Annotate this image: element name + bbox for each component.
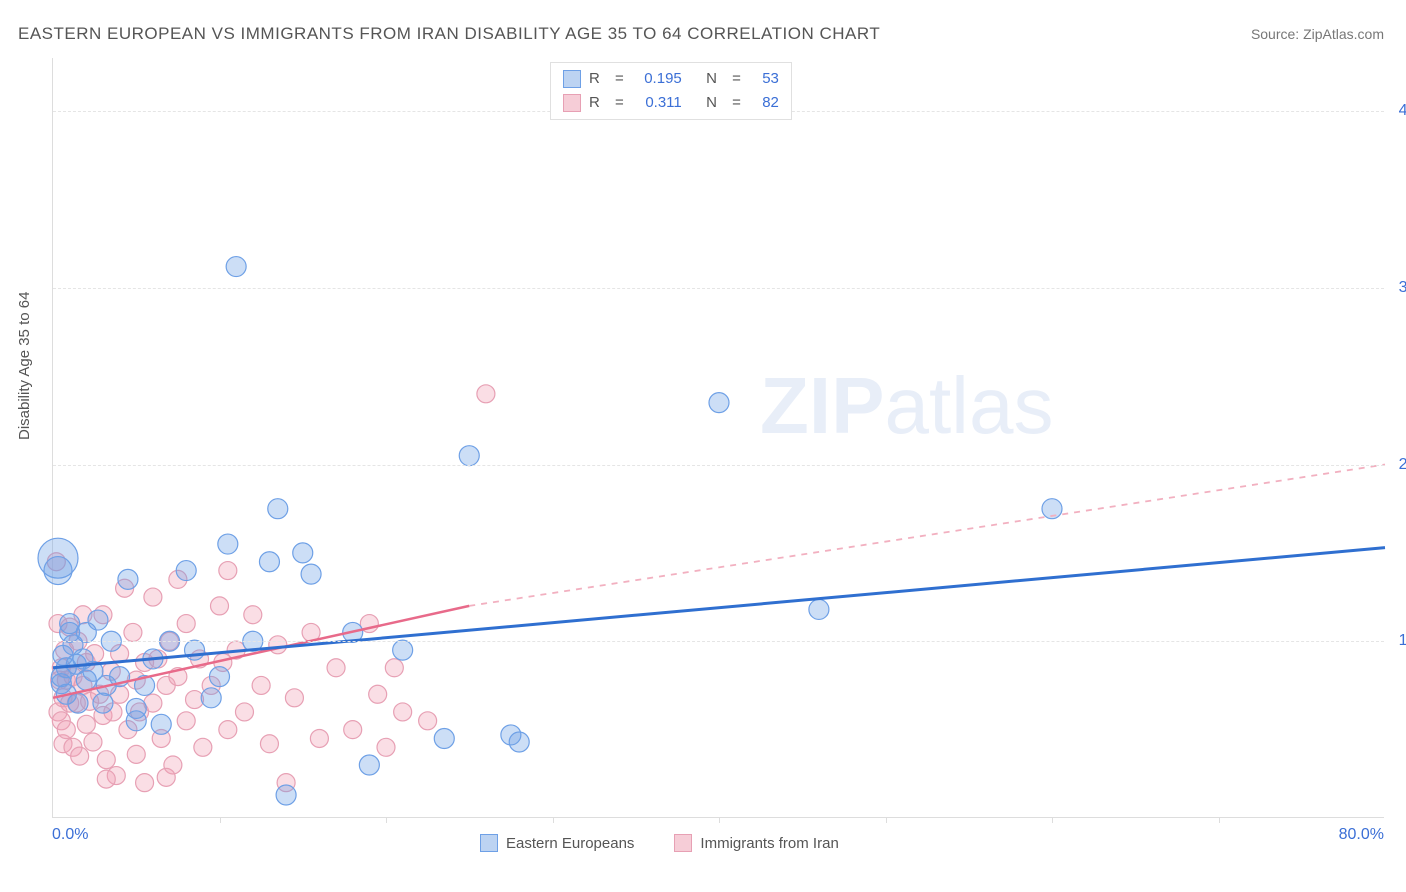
legend-item-eastern: Eastern Europeans xyxy=(480,834,634,852)
data-point xyxy=(477,385,495,403)
chart-title: EASTERN EUROPEAN VS IMMIGRANTS FROM IRAN… xyxy=(18,24,880,44)
legend-row-iran: R=0.311 N=82 xyxy=(563,91,779,115)
legend-item-iran: Immigrants from Iran xyxy=(674,834,838,852)
data-point xyxy=(393,640,413,660)
data-point xyxy=(97,751,115,769)
data-point xyxy=(327,659,345,677)
data-point xyxy=(177,712,195,730)
data-point xyxy=(509,732,529,752)
data-point xyxy=(144,588,162,606)
data-point xyxy=(285,689,303,707)
data-point xyxy=(259,552,279,572)
data-point xyxy=(419,712,437,730)
data-point xyxy=(68,693,88,713)
data-point xyxy=(194,738,212,756)
data-point xyxy=(310,729,328,747)
data-point xyxy=(359,755,379,775)
data-point xyxy=(157,768,175,786)
y-tick-label: 30.0% xyxy=(1399,279,1406,297)
y-tick-label: 40.0% xyxy=(1399,102,1406,120)
x-minor-tick xyxy=(886,817,887,823)
y-tick-label: 20.0% xyxy=(1399,456,1406,474)
gridline xyxy=(53,641,1384,642)
data-point xyxy=(226,257,246,277)
swatch-iran xyxy=(563,94,581,112)
data-point xyxy=(77,715,95,733)
trend-line xyxy=(469,465,1385,606)
x-minor-tick xyxy=(220,817,221,823)
data-point xyxy=(260,735,278,753)
data-point xyxy=(118,569,138,589)
x-axis-max: 80.0% xyxy=(1339,826,1384,844)
data-point xyxy=(151,714,171,734)
data-point xyxy=(201,688,221,708)
data-point xyxy=(809,599,829,619)
scatter-svg xyxy=(53,58,1385,818)
data-point xyxy=(459,446,479,466)
data-point xyxy=(301,564,321,584)
gridline xyxy=(53,465,1384,466)
data-point xyxy=(127,745,145,763)
data-point xyxy=(210,667,230,687)
data-point xyxy=(126,711,146,731)
swatch-eastern xyxy=(563,70,581,88)
y-axis-label: Disability Age 35 to 64 xyxy=(16,292,33,440)
source-label: Source: ZipAtlas.com xyxy=(1251,26,1384,42)
data-point xyxy=(268,499,288,519)
data-point xyxy=(219,721,237,739)
data-point xyxy=(177,615,195,633)
data-point xyxy=(71,747,89,765)
x-axis-min: 0.0% xyxy=(52,826,88,844)
data-point xyxy=(244,606,262,624)
data-point xyxy=(377,738,395,756)
legend-label-iran: Immigrants from Iran xyxy=(700,835,838,852)
data-point xyxy=(93,693,113,713)
data-point xyxy=(709,393,729,413)
plot-area: 10.0%20.0%30.0%40.0% xyxy=(52,58,1384,818)
data-point xyxy=(394,703,412,721)
x-minor-tick xyxy=(553,817,554,823)
data-point xyxy=(344,721,362,739)
data-point xyxy=(57,721,75,739)
x-minor-tick xyxy=(1219,817,1220,823)
data-point xyxy=(84,733,102,751)
data-point xyxy=(211,597,229,615)
correlation-legend: R=0.195 N=53 R=0.311 N=82 xyxy=(550,62,792,120)
data-point xyxy=(44,557,72,585)
data-point xyxy=(97,770,115,788)
data-point xyxy=(385,659,403,677)
data-point xyxy=(219,562,237,580)
legend-row-eastern: R=0.195 N=53 xyxy=(563,67,779,91)
swatch-iran-icon xyxy=(674,834,692,852)
data-point xyxy=(218,534,238,554)
data-point xyxy=(235,703,253,721)
data-point xyxy=(252,676,270,694)
x-minor-tick xyxy=(1052,817,1053,823)
data-point xyxy=(269,636,287,654)
gridline xyxy=(53,288,1384,289)
data-point xyxy=(88,610,108,630)
data-point xyxy=(124,623,142,641)
data-point xyxy=(434,728,454,748)
series-legend: Eastern Europeans Immigrants from Iran xyxy=(480,834,839,852)
x-minor-tick xyxy=(386,817,387,823)
y-tick-label: 10.0% xyxy=(1399,632,1406,650)
legend-label-eastern: Eastern Europeans xyxy=(506,835,634,852)
data-point xyxy=(369,685,387,703)
data-point xyxy=(176,561,196,581)
data-point xyxy=(293,543,313,563)
data-point xyxy=(276,785,296,805)
x-minor-tick xyxy=(719,817,720,823)
swatch-eastern-icon xyxy=(480,834,498,852)
data-point xyxy=(136,774,154,792)
